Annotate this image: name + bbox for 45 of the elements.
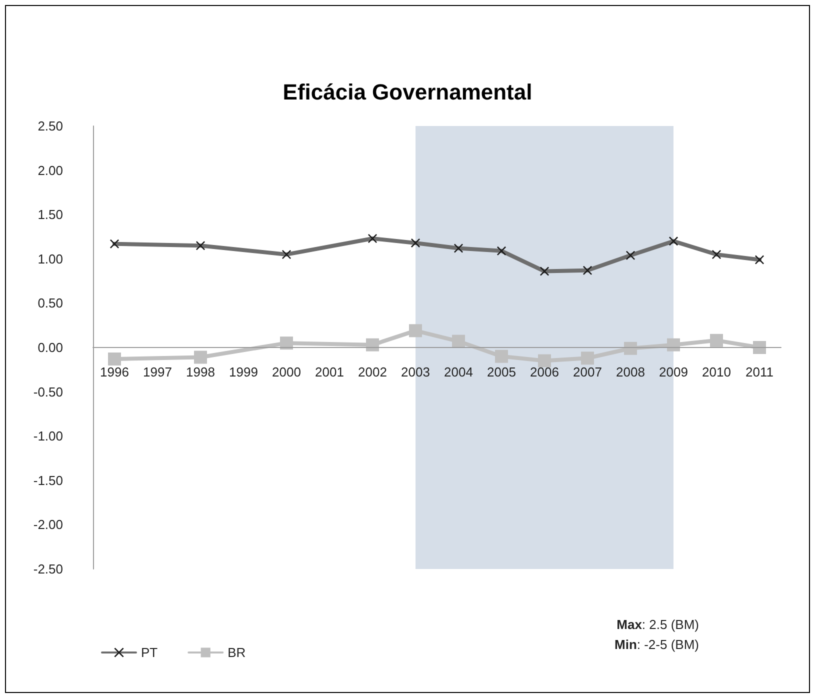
point [194, 350, 207, 364]
point [667, 338, 680, 352]
x-tick-label: 2002 [358, 364, 387, 380]
text: Max: 2.5 (BM) [616, 617, 700, 632]
x-tick-label: 2003 [401, 364, 430, 380]
x-tick-label: 2006 [530, 364, 559, 380]
point [452, 334, 465, 348]
legend-label: BR [228, 645, 246, 660]
x-tick-label: 1998 [186, 364, 215, 380]
point [409, 324, 422, 338]
x-tick-label: 1996 [100, 364, 129, 380]
y-tick-label: -1.00 [33, 428, 63, 444]
point [280, 336, 293, 350]
point [753, 341, 766, 354]
point [108, 352, 121, 366]
x-tick-label: 2000 [272, 364, 301, 380]
point [710, 334, 723, 347]
y-tick-label: 0.50 [38, 296, 63, 311]
y-tick-label: 0.00 [38, 340, 63, 355]
point [581, 352, 594, 365]
x-tick-label: 2009 [659, 364, 688, 380]
x-tick-label: 2005 [487, 364, 516, 380]
x-tick-label: 2004 [444, 364, 473, 380]
y-tick-label: -1.50 [33, 472, 63, 488]
y-tick-label: -0.50 [33, 384, 63, 400]
y-tick-label: -2.00 [33, 517, 63, 532]
x-tick-label: 2011 [746, 364, 774, 380]
chart-title: Eficácia Governamental [282, 80, 532, 104]
point [538, 354, 551, 368]
x-tick-label: 2010 [702, 364, 731, 380]
x-tick-label: 2008 [616, 364, 645, 380]
point [366, 338, 379, 352]
y-tick-label: 2.00 [38, 162, 63, 178]
x-tick-label: 2007 [573, 364, 602, 380]
y-tick-label: -2.50 [33, 562, 63, 576]
text: Min: -2-5 (BM) [614, 637, 700, 652]
legend-label: PT [141, 645, 158, 660]
point [624, 342, 637, 355]
y-tick-label: 2.50 [38, 118, 63, 134]
x-tick-label: 2001 [315, 364, 344, 380]
x-tick-label: 1999 [229, 364, 258, 380]
y-tick-label: 1.50 [38, 207, 63, 222]
y-tick-label: 1.00 [38, 251, 63, 266]
point [495, 350, 508, 363]
x-tick-label: 1997 [143, 364, 172, 380]
